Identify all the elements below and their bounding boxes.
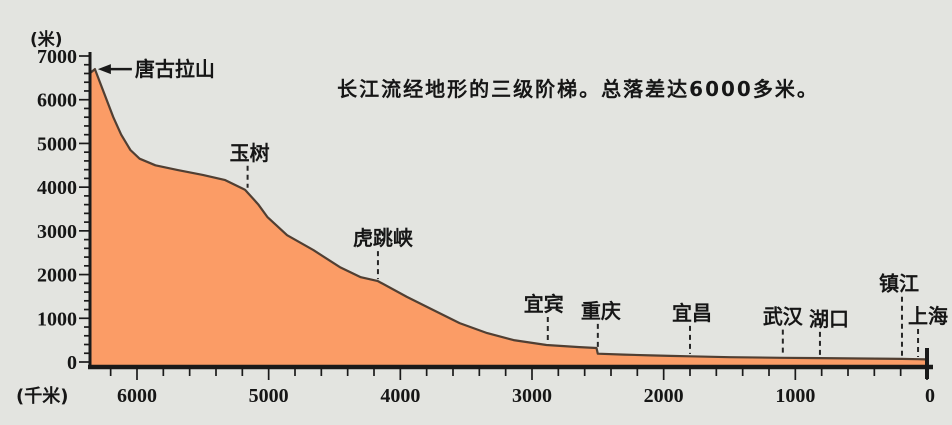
x-tick-label: 5000 — [249, 385, 289, 407]
x-tick-label: 1000 — [775, 385, 815, 407]
x-tick-label: 2000 — [644, 385, 684, 407]
landmark-label: 宜宾 — [524, 292, 564, 316]
landmark-label: 上海 — [908, 304, 948, 328]
x-axis-ticks — [109, 369, 928, 380]
y-tick-label: 3000 — [37, 221, 77, 243]
x-axis-labels: 6000 5000 4000 3000 2000 1000 0 — [117, 385, 935, 407]
landmark-label: 宜昌 — [672, 301, 712, 325]
y-tick-label: 0 — [67, 352, 77, 374]
x-tick-label: 0 — [925, 385, 935, 407]
y-tick-label: 5000 — [37, 133, 77, 155]
landmark-label: 玉树 — [230, 141, 270, 165]
y-axis-labels: 7000 6000 5000 4000 3000 2000 1000 0 — [37, 46, 77, 374]
landmark-label: 重庆 — [581, 299, 621, 323]
landmark-label: 虎跳峡 — [353, 226, 414, 250]
y-tick-label: 4000 — [37, 177, 77, 199]
y-tick-label: 1000 — [37, 308, 77, 330]
x-tick-label: 6000 — [117, 385, 157, 407]
y-tick-label: 2000 — [37, 265, 77, 287]
x-axis-unit: (千米) — [16, 385, 68, 407]
elevation-area — [89, 69, 928, 366]
y-tick-label: 7000 — [37, 46, 77, 68]
elevation-curve — [88, 68, 928, 361]
left-arrow-icon — [97, 64, 111, 75]
x-tick-label: 3000 — [512, 385, 552, 407]
y-axis-unit: (米) — [30, 29, 63, 50]
landmark-label: 武汉 — [763, 305, 804, 329]
landmark-label: 湖口 — [809, 307, 849, 331]
x-tick-label: 4000 — [380, 385, 420, 407]
landmark-label: 唐古拉山 — [135, 57, 215, 81]
y-axis-ticks — [79, 55, 90, 363]
chart-title: 长江流经地形的三级阶梯。总落差达6000多米。 — [337, 77, 819, 101]
y-tick-label: 6000 — [37, 90, 77, 112]
landmark-label: 镇江 — [879, 272, 919, 296]
